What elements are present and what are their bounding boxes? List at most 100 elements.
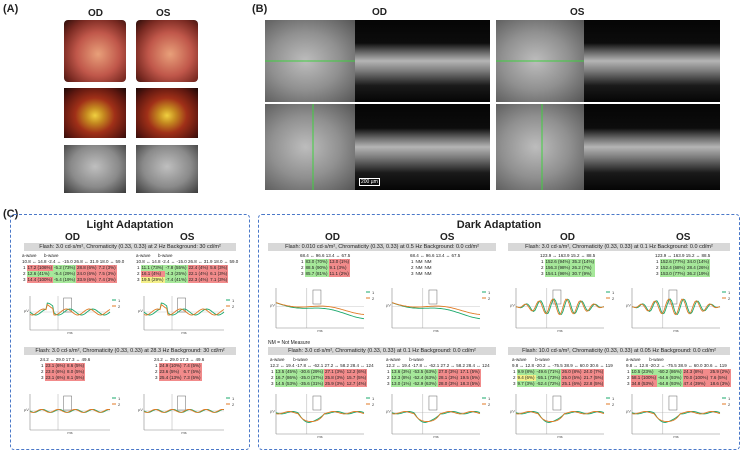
trace-1 [391, 302, 481, 320]
da-od-table-1: 68.4 ↔ 96.6 13.4 ↔ 67.5 1 83.0 (70%) 13.0 … [300, 253, 350, 277]
row-index: 2 [137, 271, 140, 276]
cell: NM [415, 259, 423, 264]
legend-label-2: 2 [488, 296, 491, 301]
cell: 24.9 (10%) [158, 363, 183, 369]
cell: 24.0 (7%) [582, 369, 605, 375]
row-index: 1 [23, 265, 26, 270]
cell: 27.0 (3%) [437, 369, 460, 375]
da-ops-os-table: 123.9 ↔ 163.9 15.2 ↔ 88.5 1 152.6 (77%) 34… [655, 253, 710, 277]
b-wave-header: b-wave [44, 253, 59, 258]
table-row: 2 152.4 (68%) 28.4 (26%) [655, 265, 711, 271]
la-od-t1-head: a-wave b-wave [22, 253, 124, 259]
row-index: 2 [23, 271, 26, 276]
cell: 6.1 (3%) [209, 271, 229, 277]
da-os-plot-1: 1 2 ms µV [386, 286, 494, 332]
cell: 18.6 (3%) [709, 381, 731, 387]
row-index: 1 [656, 259, 659, 264]
a-wave-header: a-wave [512, 357, 527, 362]
b-wave-header: b-wave [409, 357, 424, 362]
row-index: 2 [387, 375, 390, 380]
cell: 17.2 (106%) [26, 265, 54, 271]
y-axis-unit: µV [510, 303, 515, 308]
cell: 21.7 (5%) [582, 375, 605, 381]
cell: 156.3 (98%) [544, 265, 572, 271]
cell: 85.7 (81%) [304, 271, 329, 277]
row-index: 1 [271, 369, 274, 374]
cell: -64.8 (93%) [657, 381, 683, 387]
cell: 11.1 (73%) [140, 265, 165, 271]
b-wave-header: b-wave [158, 253, 173, 258]
table-row: 1 NM NM [410, 259, 433, 265]
b-wave-header: b-wave [293, 357, 308, 362]
ranges: 24.2 ↔ 29.0 17.3 ↔ 49.6 [154, 357, 205, 362]
trace-1 [143, 302, 225, 316]
row-index: 2 [155, 369, 158, 374]
erg-trace-svg: 12 ms µV [510, 394, 615, 438]
panel-label-b: (B) [252, 3, 268, 15]
cell: 13.0 (1%) [328, 259, 351, 265]
cell: 6.7 (5%) [182, 369, 202, 375]
cell: 30.7 (9%) [571, 271, 596, 277]
row-index: 1 [155, 363, 158, 368]
marker-box [312, 289, 322, 305]
table-row: 2 23.6 (5%) 6.7 (5%) [154, 369, 202, 375]
la-od-label: OD [65, 232, 80, 243]
erg-trace-svg: 12 ms µV [626, 394, 731, 438]
cell: -64.6 (93%) [657, 375, 683, 381]
trace-2 [29, 408, 111, 413]
da-od-t4-head: a-wave b-wave [512, 357, 613, 363]
oct-ir-os-horizontal [496, 20, 584, 102]
table-row: 3 14.4 (100%) -5.4 (19%) 33.9 (6%) 7.4 (3%) [22, 277, 117, 283]
row-index: 3 [271, 381, 274, 386]
table-row: 3 153.0 (77%) 36.2 (19%) [655, 271, 711, 277]
cell: 9.1 (3%) [328, 265, 351, 271]
table-row: 3 34.8 (53%) -64.8 (93%) 47.4 (39%) 18.6 (3%… [626, 381, 731, 387]
cell: 9.9 (8%) [516, 369, 536, 375]
row-index: 2 [411, 265, 414, 270]
nm-note: NM = Not Measure [268, 340, 311, 346]
legend-label-1: 1 [612, 396, 615, 401]
cell: 36.2 (19%) [686, 271, 711, 277]
cell: 9.7 (3%) [516, 381, 536, 387]
cell: 16.1 (4%) [140, 271, 165, 277]
x-axis-unit: ms [433, 328, 438, 332]
a-wave-header: a-wave [270, 357, 285, 362]
table-row: 3 NM NM [410, 271, 433, 277]
cell: 18.3 (5%) [459, 381, 481, 387]
b-od-label: OD [372, 7, 387, 18]
da-od-table-2: a-wave b-wave 12.2 ↔ 19.4 -17.8 ↔ -62.1 … [270, 357, 374, 387]
cell: 26.2 (7%) [571, 265, 596, 271]
cell: -7.8 (55%) [164, 265, 188, 271]
cell: 27.1 (3%) [324, 369, 346, 375]
cell: NM [424, 265, 432, 270]
dark-adaptation-title: Dark Adaptation [456, 219, 542, 231]
da-os-plot-2: 1 2 ms µV [386, 392, 494, 438]
scan-line-h-od [265, 60, 355, 62]
infrared-os [136, 145, 198, 193]
legend-label-1: 1 [372, 396, 375, 401]
ranges: 68.4 ↔ 96.6 13.4 ↔ 67.5 [300, 253, 351, 258]
marker-box [668, 395, 678, 411]
cell: -60.2 (86%) [657, 369, 683, 375]
la-od-t1-ranges: 10.8 ↔ 14.8 -2.4 ↔ -15.0 26.8 ↔ 31.9 18.… [22, 259, 125, 264]
row-index: 3 [155, 375, 158, 380]
legend-label-1: 1 [728, 290, 731, 295]
table-row: 3 85.7 (81%) 11.1 (2%) [300, 271, 351, 277]
cell: 9.4 (6%) [516, 375, 536, 381]
legend-label-1: 1 [488, 396, 491, 401]
da-os-label-2: OS [676, 232, 691, 243]
trace-2 [631, 411, 721, 422]
cell: 7.1 (3%) [209, 277, 229, 283]
table-row: 1 11.1 (73%) -7.8 (55%) 22.4 (4%) 5.6 (3%) [136, 265, 229, 271]
ranges: 68.4 ↔ 96.6 13.4 ↔ 67.5 [410, 253, 461, 258]
da-od-label-1: OD [325, 232, 340, 243]
a-os-label: OS [156, 8, 171, 19]
cell: 5.6 (3%) [209, 265, 229, 271]
x-axis-unit: ms [181, 330, 186, 334]
x-axis-unit: ms [317, 328, 322, 332]
cell: NM [424, 271, 432, 276]
cell: 152.4 (68%) [659, 265, 687, 271]
x-axis-unit: ms [181, 430, 186, 434]
da-od-plot-3: 1 2 ms µV [510, 286, 618, 332]
legend-label-2: 2 [232, 402, 235, 407]
